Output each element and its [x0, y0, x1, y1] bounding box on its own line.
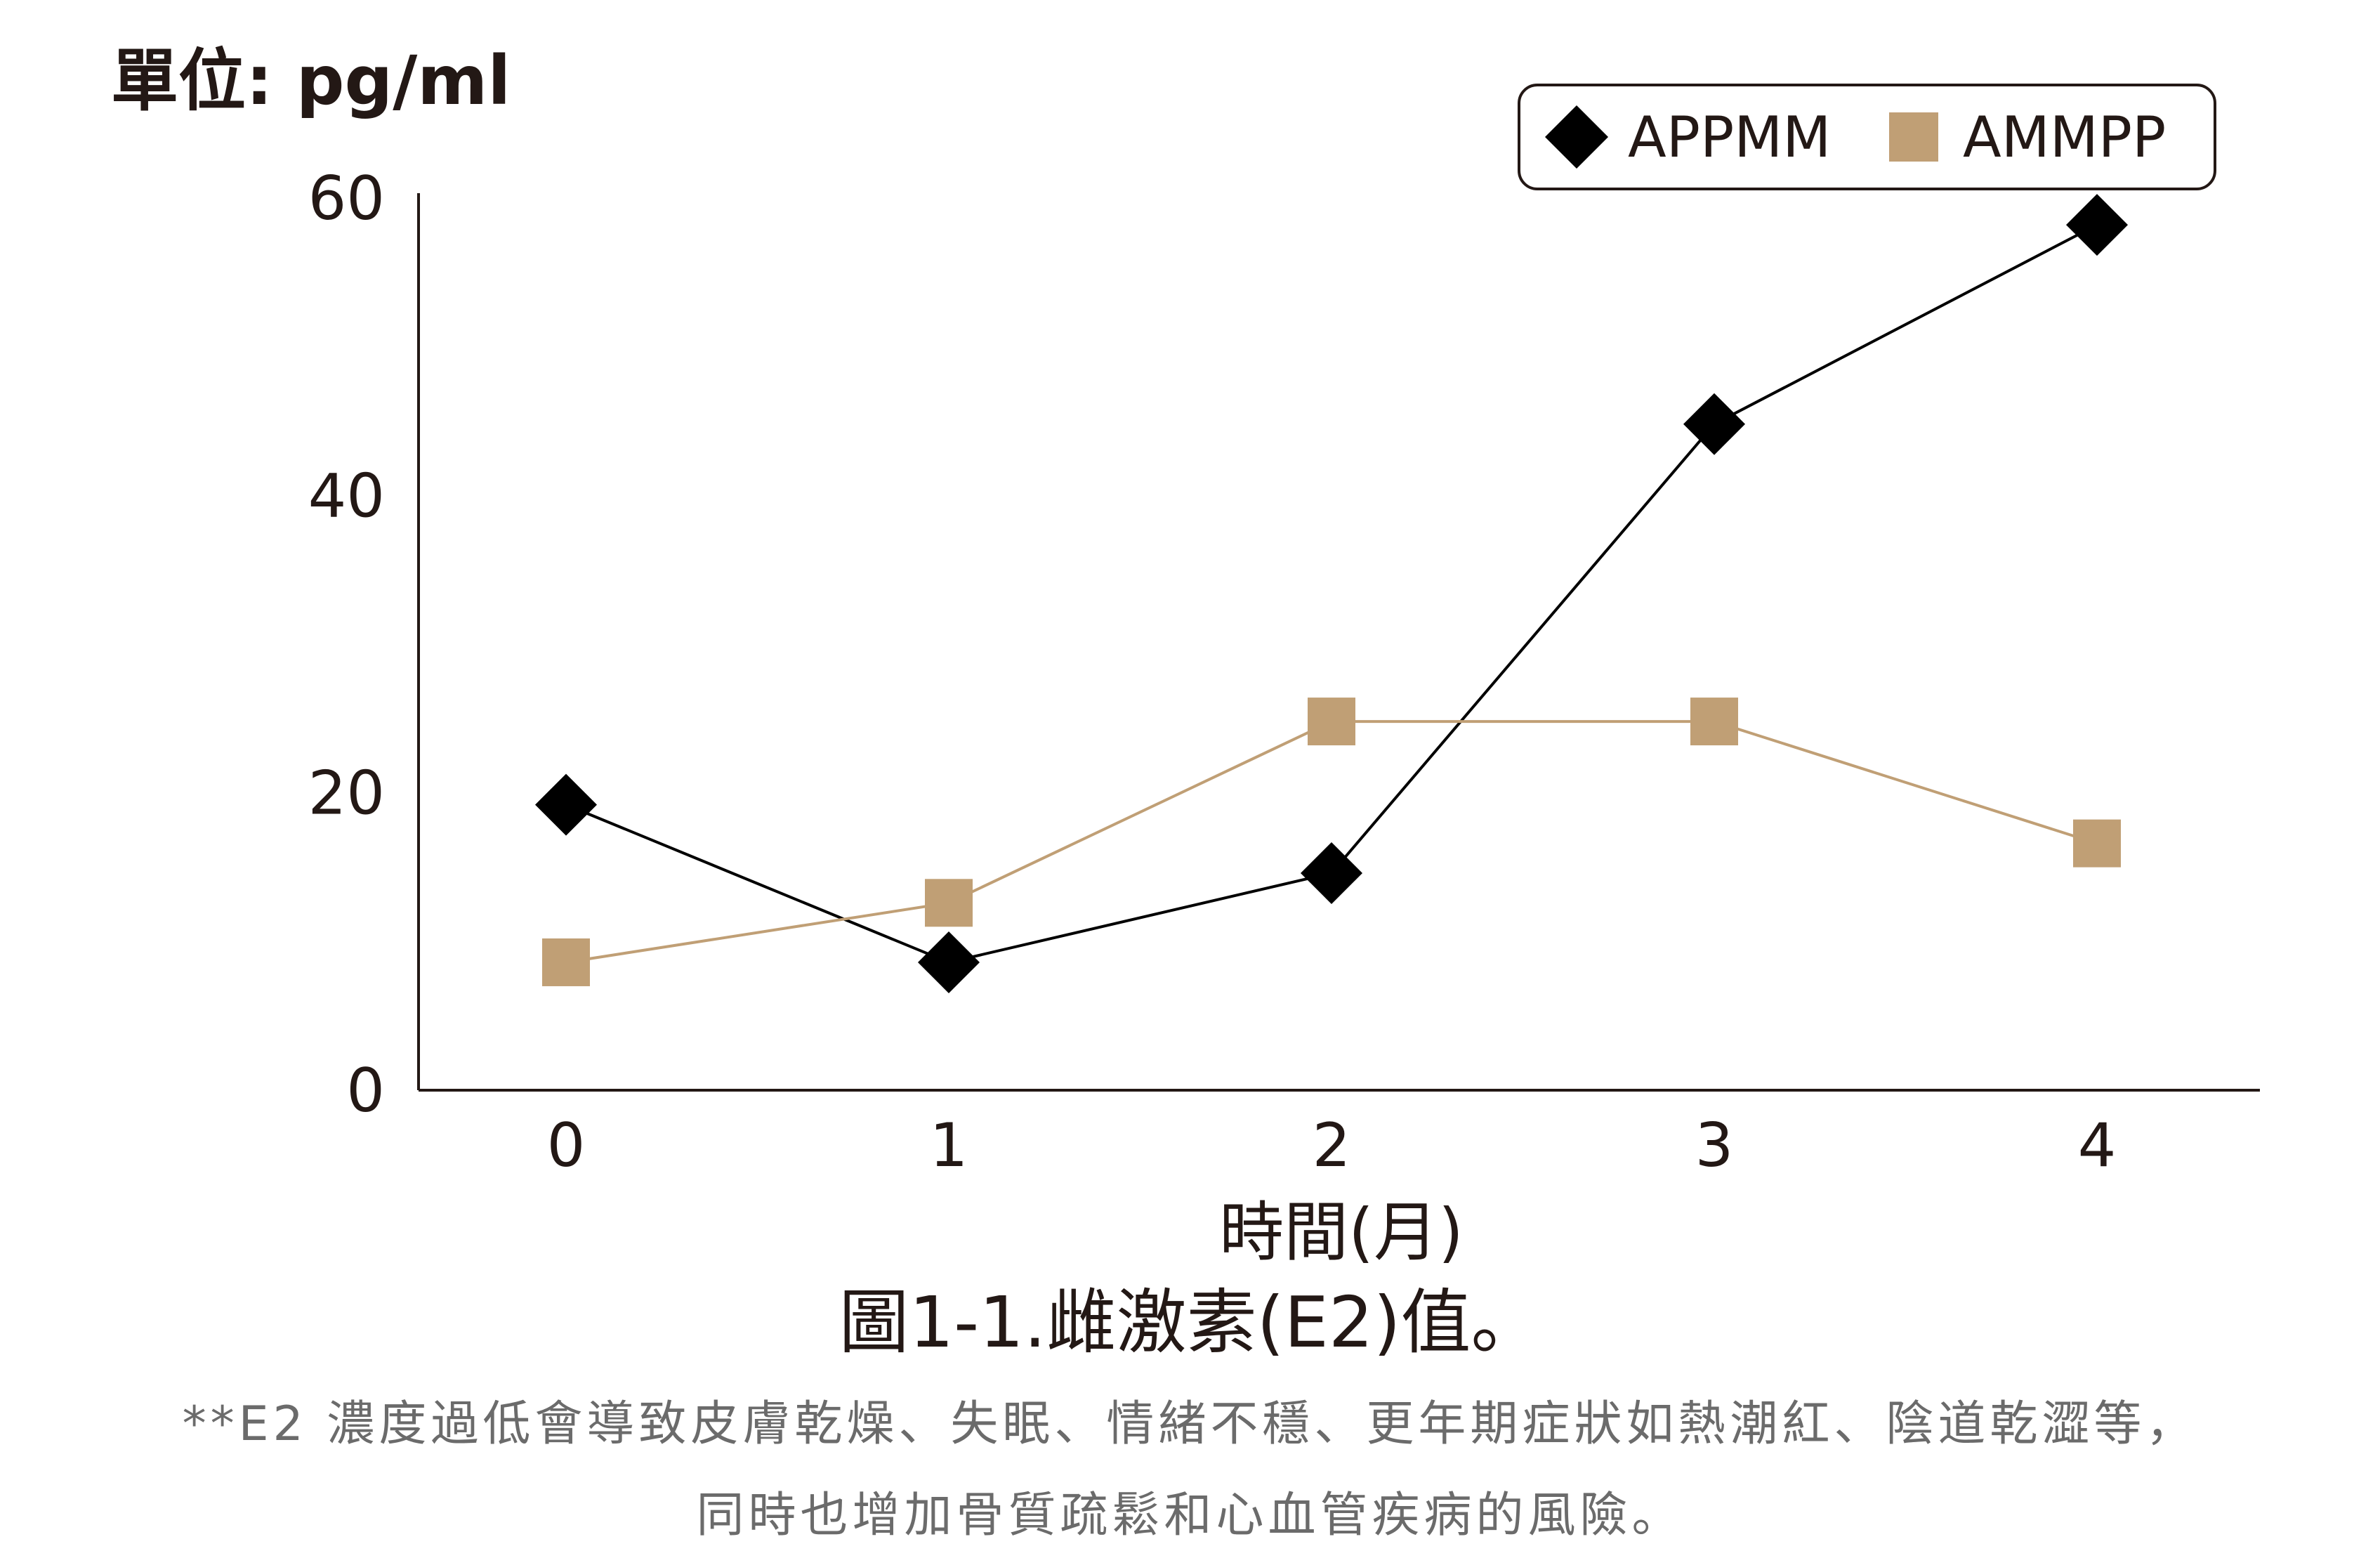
x-tick-label: 2	[1313, 1111, 1351, 1181]
x-tick-label: 0	[547, 1111, 586, 1181]
note-line-2: 同時也增加骨質疏鬆和心血管疾病的風險。	[696, 1488, 1684, 1543]
data-point-ammpp	[542, 938, 590, 986]
legend-label-appmm: APPMM	[1628, 105, 1831, 170]
series-line-ammpp	[565, 720, 2098, 964]
y-tick-label: 60	[308, 164, 385, 234]
y-tick-label: 40	[308, 461, 385, 531]
legend: APPMM AMMPP	[1518, 84, 2216, 190]
x-axis-title: 時間(月)	[1219, 1195, 1464, 1270]
x-tick-label: 1	[930, 1111, 968, 1181]
data-point-ammpp	[1690, 698, 1738, 746]
data-point-appmm	[2066, 194, 2128, 256]
data-point-appmm	[535, 773, 597, 836]
data-point-appmm	[1683, 393, 1745, 455]
legend-box	[1518, 84, 2216, 190]
data-point-ammpp	[925, 879, 973, 927]
figure-caption: 圖1-1.雌激素(E2)值。	[839, 1281, 1541, 1363]
series-markers	[535, 194, 2128, 993]
data-point-ammpp	[2073, 819, 2121, 868]
y-tick-label: 0	[346, 1056, 385, 1126]
y-tick-label: 20	[308, 759, 385, 829]
data-point-ammpp	[1308, 698, 1355, 746]
x-tick-labels: 0 1 2 3 4	[547, 1111, 2117, 1181]
x-tick-label: 4	[2078, 1111, 2117, 1181]
note-line-1: **E2 濃度過低會導致皮膚乾燥、失眠、情緒不穩、更年期症狀如熱潮紅、陰道乾澀等…	[182, 1396, 2198, 1452]
legend-label-ammpp: AMMPP	[1963, 105, 2166, 170]
data-point-appmm	[1301, 842, 1362, 904]
data-point-appmm	[918, 931, 980, 993]
x-tick-label: 3	[1695, 1111, 1734, 1181]
legend-square-marker	[1889, 112, 1938, 162]
unit-label: 單位: pg/ml	[111, 41, 511, 120]
axes	[417, 193, 2260, 1092]
y-tick-labels: 0 20 40 60	[308, 164, 385, 1126]
legend-diamond-marker	[1545, 105, 1608, 169]
